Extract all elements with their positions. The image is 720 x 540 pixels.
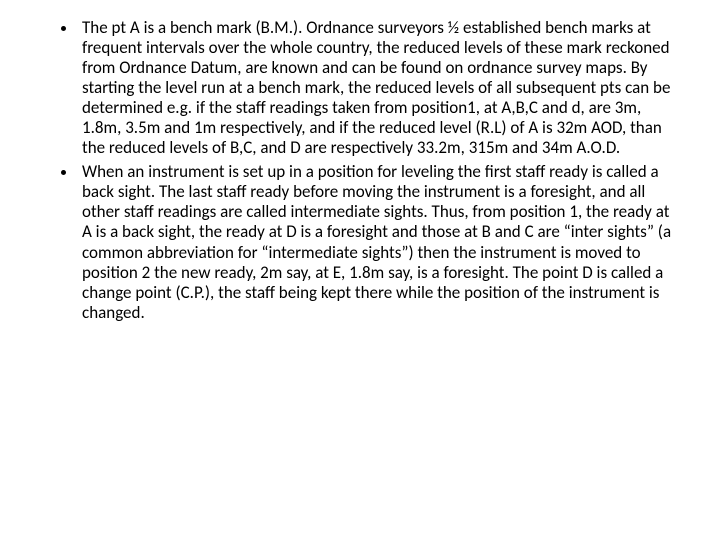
slide: The pt A is a bench mark (B.M.). Ordnanc… (0, 0, 720, 540)
list-item: When an instrument is set up in a positi… (78, 162, 672, 322)
list-item: The pt A is a bench mark (B.M.). Ordnanc… (78, 18, 672, 158)
bullet-list: The pt A is a bench mark (B.M.). Ordnanc… (48, 18, 672, 323)
bullet-text: The pt A is a bench mark (B.M.). Ordnanc… (82, 17, 670, 158)
bullet-text: When an instrument is set up in a positi… (82, 161, 671, 322)
